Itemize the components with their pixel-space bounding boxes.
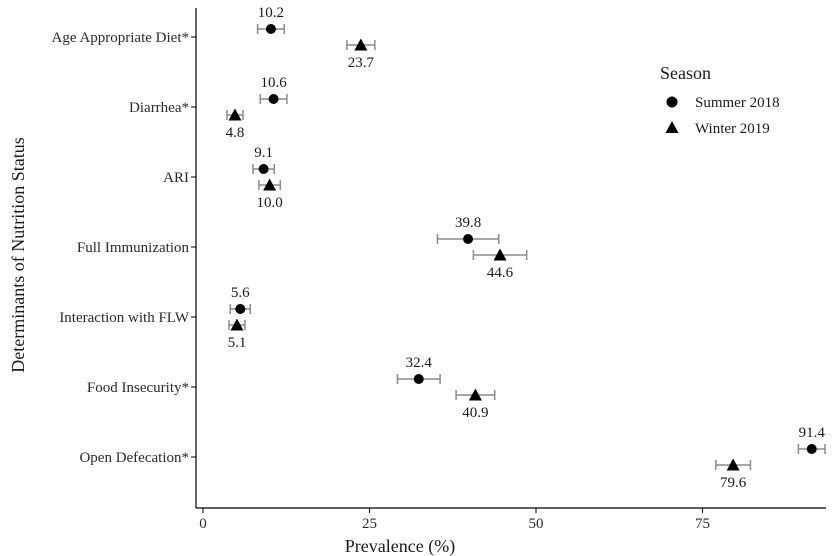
point-winter — [468, 388, 482, 401]
x-ticks: 0 25 50 75 — [199, 508, 710, 532]
data-label-summer: 9.1 — [254, 145, 273, 161]
y-axis-title: Determinants of Nutrition Status — [8, 137, 28, 372]
legend-marker-summer — [666, 96, 678, 108]
data-label-winter: 10.0 — [256, 195, 282, 211]
point-winter — [354, 38, 368, 51]
data-label-winter: 44.6 — [487, 265, 514, 281]
data-label-summer: 10.6 — [260, 75, 287, 91]
data-label-winter: 40.9 — [462, 405, 488, 421]
point-winter — [263, 178, 277, 191]
x-tick-label: 25 — [362, 516, 377, 532]
category-label: Open Defecation* — [79, 450, 189, 466]
point-winter — [493, 248, 507, 261]
data-label-winter: 79.6 — [720, 475, 747, 491]
category-labels: Age Appropriate Diet* Diarrhea* ARI Full Im… — [52, 30, 196, 466]
data-label-summer: 5.6 — [231, 285, 250, 301]
category-label: Full Immunization — [77, 240, 190, 256]
point-winter — [726, 458, 740, 471]
data-label-summer: 39.8 — [455, 215, 481, 231]
point-summer — [235, 304, 246, 314]
legend-label-winter: Winter 2019 — [695, 121, 770, 137]
point-summer — [413, 374, 424, 384]
legend-marker-winter — [665, 121, 679, 133]
data-marks: 10.2 10.6 9.1 39.8 5.6 32.4 91.4 23.7 4.8 10.0 44.… — [226, 5, 826, 491]
category-label: Food Insecurity* — [87, 380, 189, 396]
point-winter — [230, 318, 244, 331]
category-label: Age Appropriate Diet* — [52, 30, 189, 46]
data-label-winter: 23.7 — [348, 55, 375, 71]
legend-title: Season — [660, 63, 711, 83]
category-label: Interaction with FLW — [59, 310, 190, 326]
point-winter — [228, 108, 242, 121]
point-summer — [265, 24, 276, 34]
legend-label-summer: Summer 2018 — [695, 95, 780, 111]
data-label-summer: 10.2 — [258, 5, 284, 21]
data-label-summer: 91.4 — [799, 425, 826, 441]
x-tick-label: 0 — [199, 516, 207, 532]
point-summer — [806, 444, 817, 454]
point-summer — [258, 164, 269, 174]
axes — [195, 8, 826, 509]
point-summer — [463, 234, 474, 244]
legend: Season Summer 2018 Winter 2019 — [660, 63, 780, 137]
data-label-winter: 5.1 — [228, 335, 247, 351]
category-label: Diarrhea* — [129, 100, 189, 116]
x-tick-label: 75 — [695, 516, 710, 532]
x-axis-title: Prevalence (%) — [345, 536, 455, 556]
data-label-winter: 4.8 — [226, 125, 245, 141]
category-label: ARI — [163, 170, 189, 186]
x-tick-label: 50 — [529, 516, 544, 532]
data-label-summer: 32.4 — [406, 355, 433, 371]
point-summer — [268, 94, 279, 104]
